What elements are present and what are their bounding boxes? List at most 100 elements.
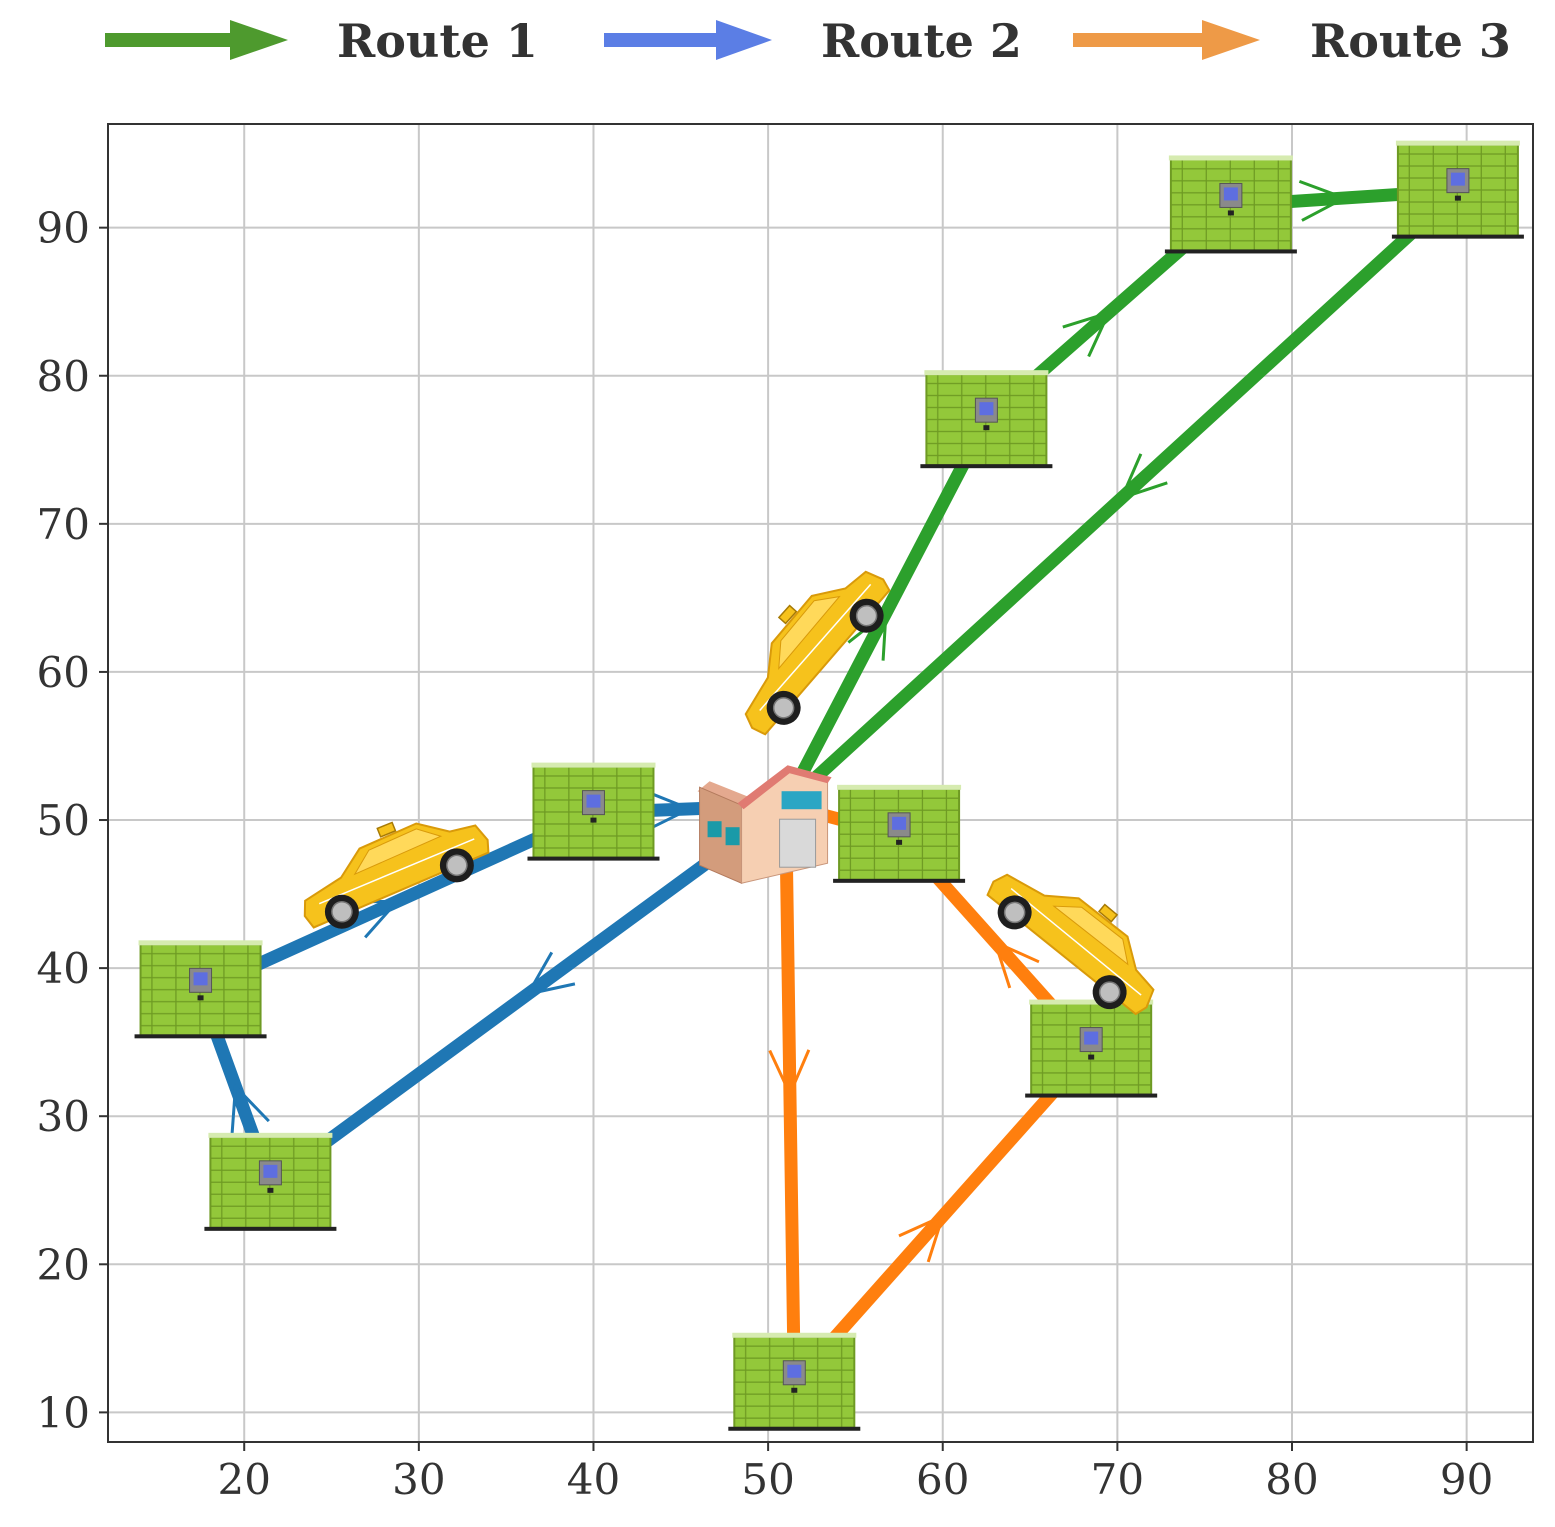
taxi-car-icon bbox=[986, 873, 1155, 1016]
taxi-windows bbox=[778, 595, 841, 670]
route-direction-arrow bbox=[768, 1049, 811, 1098]
x-tick-label: 30 bbox=[392, 1455, 445, 1504]
locker-base bbox=[1025, 1093, 1158, 1098]
locker-screen bbox=[263, 1164, 278, 1178]
cars bbox=[303, 570, 1155, 1016]
plot-area: 20 30 40 50 60 70 80 90 10 20 30 40 50 60 70 80 90 bbox=[37, 123, 1534, 1504]
locker-slot bbox=[983, 425, 990, 431]
legend-item-route-1: Route 1 bbox=[105, 14, 538, 68]
locker-base bbox=[134, 1034, 267, 1039]
station-locker-icon bbox=[204, 1132, 337, 1231]
taxi-body bbox=[986, 873, 1155, 1016]
taxi-stripe bbox=[1010, 888, 1142, 996]
depot-window-left bbox=[707, 821, 722, 838]
station-locker-icon bbox=[728, 1332, 861, 1431]
locker-slot bbox=[1088, 1054, 1095, 1060]
legend-label-route-2: Route 2 bbox=[821, 14, 1022, 68]
legend-label-route-3: Route 3 bbox=[1310, 14, 1511, 68]
legend-arrowhead-route-1 bbox=[230, 20, 288, 60]
locker-slot bbox=[590, 817, 597, 823]
locker-roof bbox=[531, 762, 656, 768]
locker-base bbox=[833, 878, 966, 883]
locker-slot bbox=[197, 995, 204, 1001]
x-tick-label: 70 bbox=[1091, 1455, 1144, 1504]
locker-roof bbox=[732, 1332, 857, 1338]
locker-base bbox=[920, 464, 1053, 469]
station-locker-icon bbox=[1025, 999, 1158, 1098]
taxi-car-icon bbox=[303, 821, 490, 929]
x-tick-label: 50 bbox=[741, 1455, 794, 1504]
station-locker-icon bbox=[1164, 155, 1297, 254]
taxi-roof-sign bbox=[777, 604, 798, 625]
taxi-hubcap bbox=[772, 697, 795, 719]
locker-screen bbox=[979, 402, 994, 416]
routes bbox=[194, 179, 1465, 1390]
legend-item-route-2: Route 2 bbox=[604, 14, 1022, 68]
locker-slot bbox=[896, 839, 903, 845]
locker-roof bbox=[837, 784, 962, 790]
depot-roof bbox=[737, 765, 832, 810]
station-locker-icon bbox=[920, 370, 1053, 469]
route-direction-arrow bbox=[992, 939, 1040, 989]
taxi-hubcap bbox=[331, 901, 353, 923]
x-tick-label: 90 bbox=[1440, 1455, 1493, 1504]
taxi-hubcap bbox=[855, 604, 878, 627]
taxi-hubcap bbox=[1098, 981, 1121, 1003]
grid bbox=[108, 124, 1533, 1442]
locker-screen bbox=[787, 1364, 802, 1378]
y-tick-label: 50 bbox=[37, 796, 90, 845]
taxi-stripe bbox=[759, 583, 872, 712]
locker-screen bbox=[1084, 1031, 1099, 1045]
depot-garage-door bbox=[779, 818, 817, 868]
route-direction-arrow bbox=[1298, 179, 1349, 222]
x-tick-label: 60 bbox=[916, 1455, 969, 1504]
x-tick-label: 80 bbox=[1265, 1455, 1318, 1504]
legend-arrowhead-route-3 bbox=[1202, 20, 1260, 60]
y-tick-label: 80 bbox=[37, 352, 90, 401]
locker-slot bbox=[1454, 195, 1461, 201]
station-locker-icon bbox=[833, 784, 966, 883]
taxi-roof-sign bbox=[1097, 903, 1119, 923]
locker-roof bbox=[924, 370, 1049, 376]
y-tick-label: 10 bbox=[37, 1388, 90, 1437]
route-direction-arrow bbox=[898, 1213, 946, 1263]
route-line-2 bbox=[194, 798, 793, 1190]
depot-building-icon bbox=[697, 765, 832, 884]
route-1 bbox=[779, 179, 1465, 812]
route-direction-arrow bbox=[525, 951, 576, 997]
y-axis: 10 20 30 40 50 60 70 80 90 bbox=[37, 204, 108, 1437]
y-tick-label: 30 bbox=[37, 1092, 90, 1141]
x-tick-label: 20 bbox=[217, 1455, 270, 1504]
route-direction-arrow bbox=[230, 1083, 270, 1135]
legend: Route 1 Route 2 Route 3 bbox=[105, 14, 1511, 68]
locker-roof bbox=[208, 1132, 333, 1138]
station-locker-icon bbox=[527, 762, 660, 861]
locker-screen bbox=[586, 794, 601, 808]
y-tick-label: 90 bbox=[37, 204, 90, 253]
locker-screen bbox=[892, 816, 907, 830]
depot-roof-left bbox=[697, 781, 750, 810]
taxi-roof-sign bbox=[376, 821, 397, 838]
plot-frame bbox=[107, 123, 1534, 1443]
y-tick-label: 40 bbox=[37, 944, 90, 993]
locker-base bbox=[527, 856, 660, 861]
taxi-car-icon bbox=[744, 570, 891, 736]
locker-roof bbox=[1029, 999, 1154, 1005]
taxi-hubcap bbox=[1003, 901, 1026, 924]
y-tick-label: 70 bbox=[37, 500, 90, 549]
depot bbox=[697, 765, 832, 884]
locker-base bbox=[728, 1426, 861, 1431]
taxi-stripe bbox=[318, 838, 475, 905]
locker-screen bbox=[1450, 172, 1465, 186]
taxi-windows bbox=[1052, 905, 1129, 966]
route-2 bbox=[194, 789, 793, 1190]
route-direction-arrow bbox=[644, 789, 694, 832]
legend-item-route-3: Route 3 bbox=[1073, 14, 1511, 68]
locker-base bbox=[204, 1226, 337, 1231]
locker-screen bbox=[193, 972, 208, 986]
station-locker-icon bbox=[1391, 140, 1524, 239]
route-direction-arrow bbox=[1119, 453, 1168, 501]
locker-screen bbox=[1223, 187, 1238, 201]
locker-roof bbox=[1395, 140, 1520, 146]
